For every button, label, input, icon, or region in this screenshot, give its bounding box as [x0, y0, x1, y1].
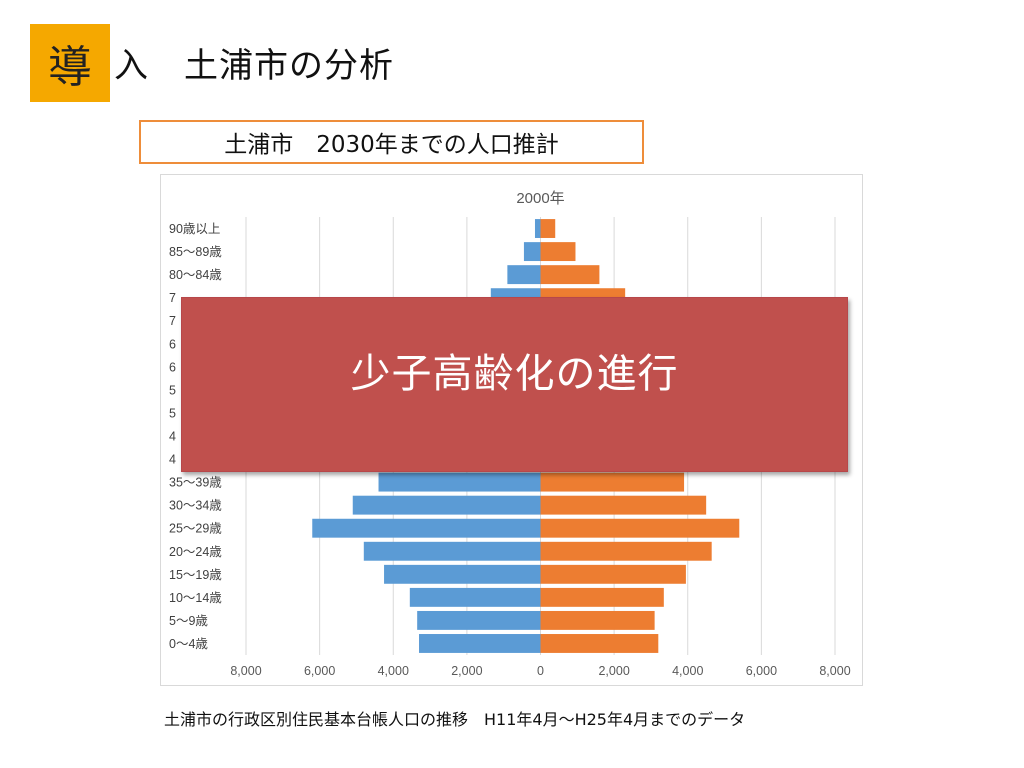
bar-left	[352, 495, 541, 515]
x-tick-label: 6,000	[746, 664, 777, 678]
bar-right	[540, 219, 556, 238]
bar-right	[540, 472, 685, 492]
title-badge-char: 導	[48, 42, 92, 93]
x-tick-label: 2,000	[451, 664, 482, 678]
bar-right	[540, 634, 659, 653]
bar-right	[540, 587, 664, 607]
bar-left	[363, 541, 541, 561]
bar-right	[540, 610, 655, 630]
bar-right	[540, 518, 740, 538]
bar-left	[409, 587, 541, 607]
bar-left	[312, 518, 541, 538]
y-category-label: 80～84歳	[169, 268, 222, 282]
x-tick-label: 4,000	[378, 664, 409, 678]
subtitle-box: 土浦市 2030年までの人口推計	[139, 120, 644, 164]
bar-left	[378, 472, 541, 492]
bar-left	[419, 634, 541, 653]
y-category-label: 10～14歳	[169, 591, 222, 605]
subtitle-text: 土浦市 2030年までの人口推計	[224, 132, 559, 158]
y-category-label: 90歳以上	[169, 222, 220, 236]
y-category-label: 5	[169, 406, 176, 420]
overlay-callout: 少子高齢化の進行	[181, 297, 848, 472]
x-tick-label: 0	[537, 664, 544, 678]
y-category-label: 85～89歳	[169, 245, 222, 259]
bar-left	[417, 610, 541, 630]
y-category-label: 20～24歳	[169, 545, 222, 559]
overlay-text: 少子高齢化の進行	[350, 350, 679, 397]
y-category-label: 5～9歳	[169, 614, 208, 628]
y-category-label: 35～39歳	[169, 476, 222, 490]
footnote: 土浦市の行政区別住民基本台帳人口の推移 H11年4月～H25年4月までのデータ	[164, 710, 746, 729]
y-category-label: 30～34歳	[169, 499, 222, 513]
bar-right	[540, 242, 576, 262]
population-pyramid-chart: 2000年 8,000 6,000 4,000 2,000 0 2,000 4,000 6,00…	[169, 190, 851, 678]
x-tick-label: 2,000	[598, 664, 629, 678]
y-category-label: 5	[169, 383, 176, 397]
y-category-label: 7	[169, 314, 176, 328]
y-category-label: 15～19歳	[169, 568, 222, 582]
x-tick-label: 8,000	[230, 664, 261, 678]
bar-left	[523, 242, 541, 262]
x-tick-label: 4,000	[672, 664, 703, 678]
bar-right	[540, 541, 712, 561]
y-category-label: 25～29歳	[169, 522, 222, 536]
title-badge: 導	[30, 24, 110, 102]
bar-left	[384, 564, 541, 584]
bar-left	[534, 219, 541, 238]
y-category-label: 0～4歳	[169, 637, 208, 651]
y-category-label: 4	[169, 453, 176, 467]
bar-left	[507, 265, 541, 285]
y-category-label: 7	[169, 291, 176, 305]
slide-title: 入 土浦市の分析	[114, 46, 394, 86]
y-category-label: 4	[169, 430, 176, 444]
bar-right	[540, 564, 686, 584]
x-tick-label: 8,000	[819, 664, 850, 678]
x-tick-label: 6,000	[304, 664, 335, 678]
bar-right	[540, 265, 600, 285]
bar-right	[540, 495, 707, 515]
y-category-label: 6	[169, 360, 176, 374]
y-category-label: 6	[169, 337, 176, 351]
chart-title: 2000年	[516, 190, 564, 207]
